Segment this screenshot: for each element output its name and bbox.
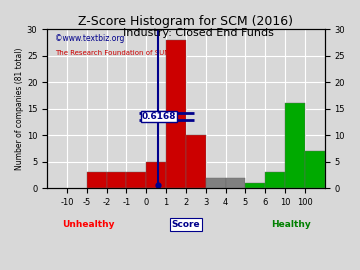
- Text: Unhealthy: Unhealthy: [63, 220, 115, 229]
- Text: 0.6168: 0.6168: [141, 112, 176, 121]
- Title: Z-Score Histogram for SCM (2016): Z-Score Histogram for SCM (2016): [78, 15, 293, 28]
- Text: The Research Foundation of SUNY: The Research Foundation of SUNY: [55, 50, 174, 56]
- Text: Score: Score: [172, 220, 200, 229]
- Bar: [285, 103, 305, 188]
- Bar: [166, 40, 186, 188]
- Bar: [87, 172, 107, 188]
- Text: Healthy: Healthy: [271, 220, 311, 229]
- Bar: [146, 162, 166, 188]
- Y-axis label: Number of companies (81 total): Number of companies (81 total): [15, 48, 24, 170]
- Bar: [206, 178, 225, 188]
- Bar: [265, 172, 285, 188]
- Text: Industry: Closed End Funds: Industry: Closed End Funds: [122, 28, 274, 38]
- Bar: [186, 135, 206, 188]
- Bar: [305, 151, 325, 188]
- Bar: [246, 183, 265, 188]
- Text: ©www.textbiz.org: ©www.textbiz.org: [55, 34, 125, 43]
- Bar: [225, 178, 246, 188]
- Bar: [107, 172, 126, 188]
- Bar: [126, 172, 146, 188]
